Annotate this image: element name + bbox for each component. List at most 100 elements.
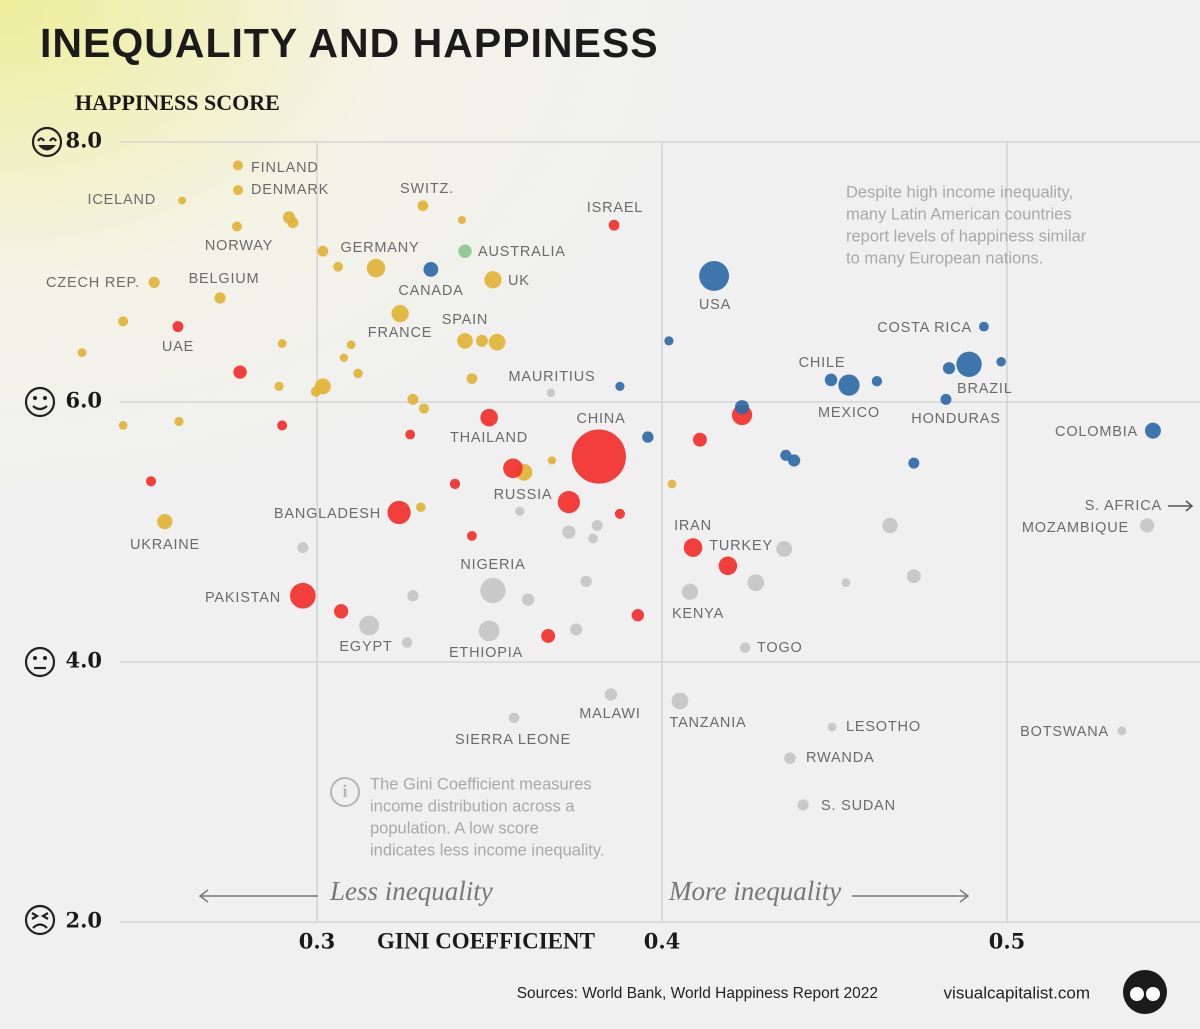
bubble <box>681 583 699 600</box>
point-label: UK <box>508 273 530 289</box>
bubble <box>664 336 674 346</box>
bubble <box>667 479 677 489</box>
note-line: indicates less income inequality. <box>370 841 604 859</box>
bubble <box>391 304 409 323</box>
bubble <box>588 533 598 544</box>
bubble <box>317 245 329 257</box>
bubble <box>515 506 525 516</box>
face-sad <box>24 904 56 936</box>
bubble <box>310 386 322 397</box>
y-tick-label: 2.0 <box>65 908 102 933</box>
bubble <box>978 321 989 332</box>
arrow-head <box>959 889 970 903</box>
bubble <box>287 217 299 229</box>
bubble <box>148 276 160 288</box>
bubble <box>734 400 750 415</box>
bubble <box>615 381 625 391</box>
point-label: FINLAND <box>251 160 319 176</box>
y-tick-label: 6.0 <box>65 388 102 413</box>
bubble <box>334 604 349 619</box>
bubble <box>956 351 982 377</box>
bubble <box>797 799 809 811</box>
bubble <box>407 590 419 602</box>
point-label: BANGLADESH <box>274 506 381 522</box>
info-icon <box>330 777 360 807</box>
face-icons <box>24 126 63 936</box>
point-label: CANADA <box>398 283 463 299</box>
brand-logo <box>1123 970 1167 1014</box>
bubble <box>788 454 801 467</box>
grid <box>120 141 1200 923</box>
point-label: UKRAINE <box>130 537 200 553</box>
bubble <box>417 200 429 212</box>
bubble <box>231 221 242 232</box>
point-label: SIERRA LEONE <box>455 732 571 748</box>
point-label: GERMANY <box>341 240 420 256</box>
point-label: BRAZIL <box>957 381 1013 397</box>
info-glyph: i <box>342 781 347 801</box>
bubble <box>480 408 498 427</box>
point-label: THAILAND <box>450 430 528 446</box>
x-tick-label: 0.5 <box>989 929 1026 954</box>
bubble <box>739 642 751 653</box>
point-label: EGYPT <box>339 639 392 655</box>
bubble <box>233 365 247 379</box>
arrow-head <box>198 889 209 903</box>
bubble <box>591 520 603 531</box>
note-line: population. A low score <box>370 819 539 837</box>
bubble <box>557 491 580 514</box>
arrow-head <box>1185 500 1194 512</box>
bubble <box>580 575 592 588</box>
bubble <box>614 508 625 519</box>
bubble <box>522 593 535 606</box>
bubble <box>480 577 506 604</box>
bubble <box>824 373 838 387</box>
bubble <box>562 525 576 539</box>
marks <box>77 160 1161 811</box>
bubble <box>827 722 837 732</box>
point-label: USA <box>699 297 731 313</box>
bubble <box>541 629 556 643</box>
point-label: RWANDA <box>806 750 874 766</box>
bubble <box>503 458 523 479</box>
bubble <box>475 334 488 347</box>
point-label: KENYA <box>672 606 724 622</box>
x-tick-label: 0.3 <box>299 929 336 954</box>
bubble <box>233 160 243 171</box>
bubble <box>642 431 654 443</box>
bubble <box>906 569 921 584</box>
point-label: BOTSWANA <box>1020 724 1109 740</box>
x-axis-label: GINI COEFFICIENT <box>377 928 595 953</box>
point-label: COLOMBIA <box>1055 424 1138 440</box>
bubble <box>718 556 738 576</box>
bubble <box>232 185 244 196</box>
face-neutral <box>24 646 56 678</box>
bubble <box>297 542 309 554</box>
point-label: BELGIUM <box>189 271 260 287</box>
bubble <box>214 292 226 304</box>
bubble <box>571 429 626 484</box>
bubble <box>508 712 520 724</box>
bubble <box>604 688 618 701</box>
note-line: Despite high income inequality, <box>846 183 1073 201</box>
point-label: NIGERIA <box>460 557 525 573</box>
point-label: ICELAND <box>88 192 156 208</box>
bubble <box>671 692 689 710</box>
y-tick-label: 4.0 <box>65 648 102 673</box>
bubble <box>882 517 898 534</box>
bubble <box>478 620 500 642</box>
bubble <box>77 348 87 357</box>
bubble <box>871 376 883 387</box>
bubble <box>178 196 187 205</box>
bubble <box>569 623 583 636</box>
bubble <box>405 429 416 440</box>
bubble <box>157 513 173 530</box>
point-label: ETHIOPIA <box>449 645 523 661</box>
chart-title: INEQUALITY AND HAPPINESS <box>40 20 659 66</box>
point-label: TURKEY <box>709 538 773 554</box>
point-label: AUSTRALIA <box>478 244 566 260</box>
bubble <box>416 502 426 513</box>
bubble <box>118 421 128 430</box>
